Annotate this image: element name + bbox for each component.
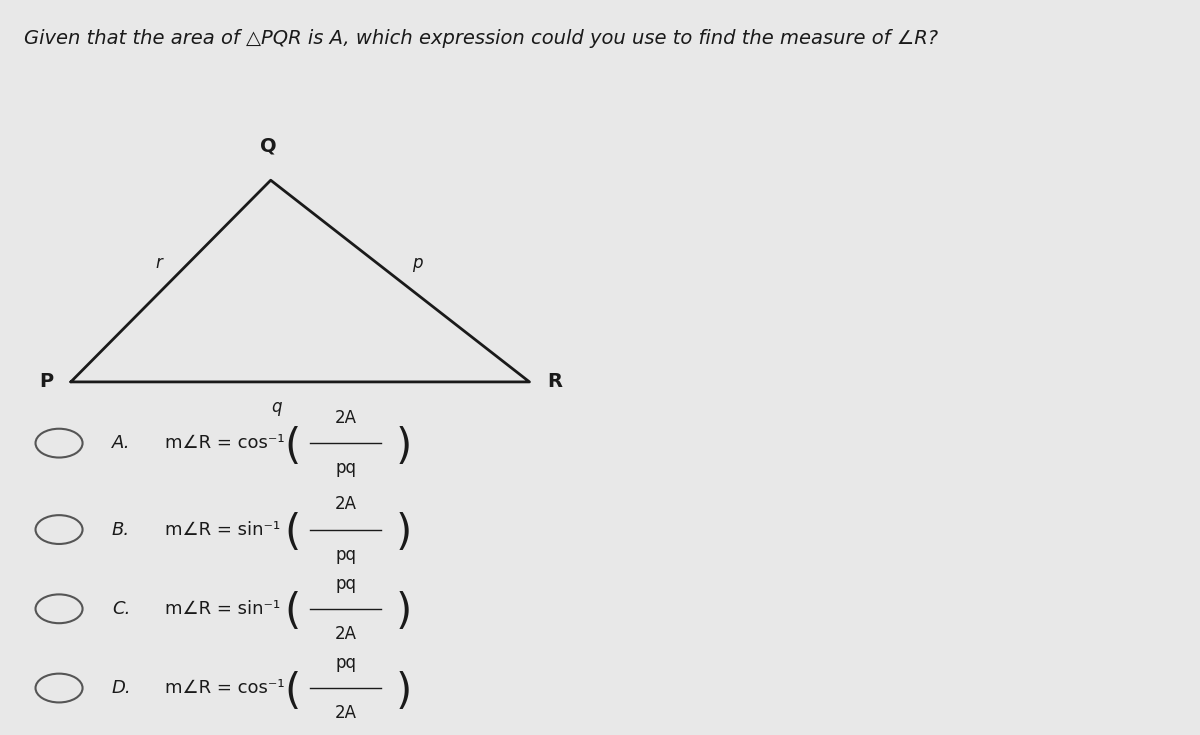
Text: q: q: [271, 398, 282, 416]
Text: P: P: [40, 373, 53, 392]
Text: pq: pq: [335, 575, 356, 592]
Text: pq: pq: [335, 546, 356, 564]
Text: m∠R = cos⁻¹: m∠R = cos⁻¹: [164, 679, 284, 697]
Text: pq: pq: [335, 459, 356, 477]
Text: ): ): [395, 592, 412, 634]
Text: m∠R = sin⁻¹: m∠R = sin⁻¹: [164, 520, 280, 539]
Text: D.: D.: [112, 679, 132, 697]
Text: ): ): [395, 670, 412, 713]
Text: Q: Q: [260, 136, 277, 155]
Text: R: R: [547, 373, 562, 392]
Text: A.: A.: [112, 434, 131, 452]
Text: 2A: 2A: [335, 625, 356, 643]
Text: pq: pq: [335, 654, 356, 672]
Text: 2A: 2A: [335, 495, 356, 513]
Text: B.: B.: [112, 520, 130, 539]
Text: Given that the area of △PQR is A, which expression could you use to find the mea: Given that the area of △PQR is A, which …: [24, 29, 938, 48]
Text: 2A: 2A: [335, 409, 356, 427]
Text: ): ): [395, 426, 412, 467]
Text: C.: C.: [112, 600, 131, 618]
Text: m∠R = cos⁻¹: m∠R = cos⁻¹: [164, 434, 284, 452]
Text: (: (: [284, 426, 301, 467]
Text: r: r: [156, 254, 162, 272]
Text: p: p: [413, 254, 422, 272]
Text: ): ): [395, 512, 412, 554]
Text: (: (: [284, 592, 301, 634]
Text: m∠R = sin⁻¹: m∠R = sin⁻¹: [164, 600, 280, 618]
Text: (: (: [284, 512, 301, 554]
Text: 2A: 2A: [335, 704, 356, 723]
Text: (: (: [284, 670, 301, 713]
